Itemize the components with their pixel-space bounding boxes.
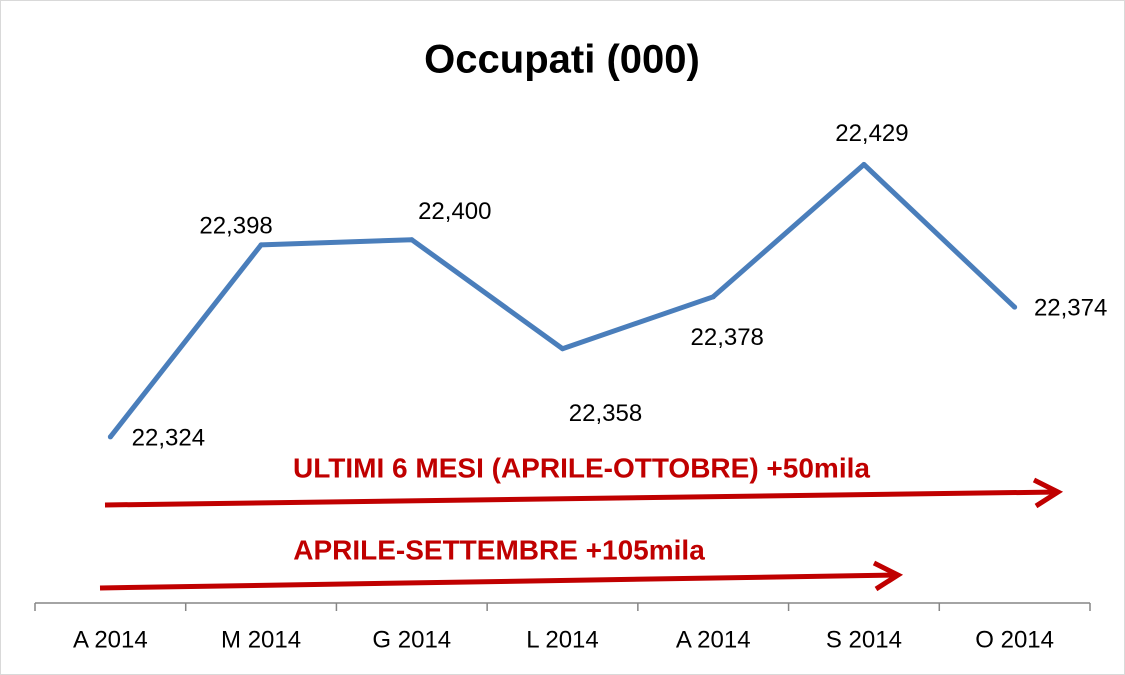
x-tick-label: L 2014 (526, 626, 599, 653)
data-point (258, 242, 264, 248)
annotation-arrowhead (1032, 477, 1064, 509)
annotation-arrowhead (872, 560, 904, 592)
data-point (1012, 304, 1018, 310)
data-label: 22,398 (199, 212, 272, 239)
x-tick-label: M 2014 (221, 626, 301, 653)
annotation-arrow (99, 572, 899, 591)
data-point (107, 434, 113, 440)
data-point (409, 237, 415, 243)
data-label: 22,374 (1034, 295, 1107, 322)
x-tick-label: A 2014 (676, 626, 751, 653)
chart-title: Occupati (000) (424, 38, 700, 82)
data-point (710, 294, 716, 300)
data-label: 22,378 (691, 324, 764, 351)
x-tick-label: S 2014 (826, 626, 902, 653)
x-tick-label: O 2014 (975, 626, 1054, 653)
data-point (560, 346, 565, 352)
data-label: 22,324 (132, 424, 205, 451)
data-label: 22,429 (835, 120, 908, 147)
annotation: APRILE-SETTEMBRE +105mila (293, 534, 705, 565)
annotation-arrow (104, 489, 1059, 508)
x-tick-label: G 2014 (372, 626, 451, 653)
data-point (861, 161, 867, 167)
data-label: 22,358 (569, 400, 642, 427)
data-label: 22,400 (418, 198, 491, 225)
annotation: ULTIMI 6 MESI (APRILE-OTTOBRE) +50mila (293, 452, 870, 483)
x-tick-label: A 2014 (73, 626, 148, 653)
